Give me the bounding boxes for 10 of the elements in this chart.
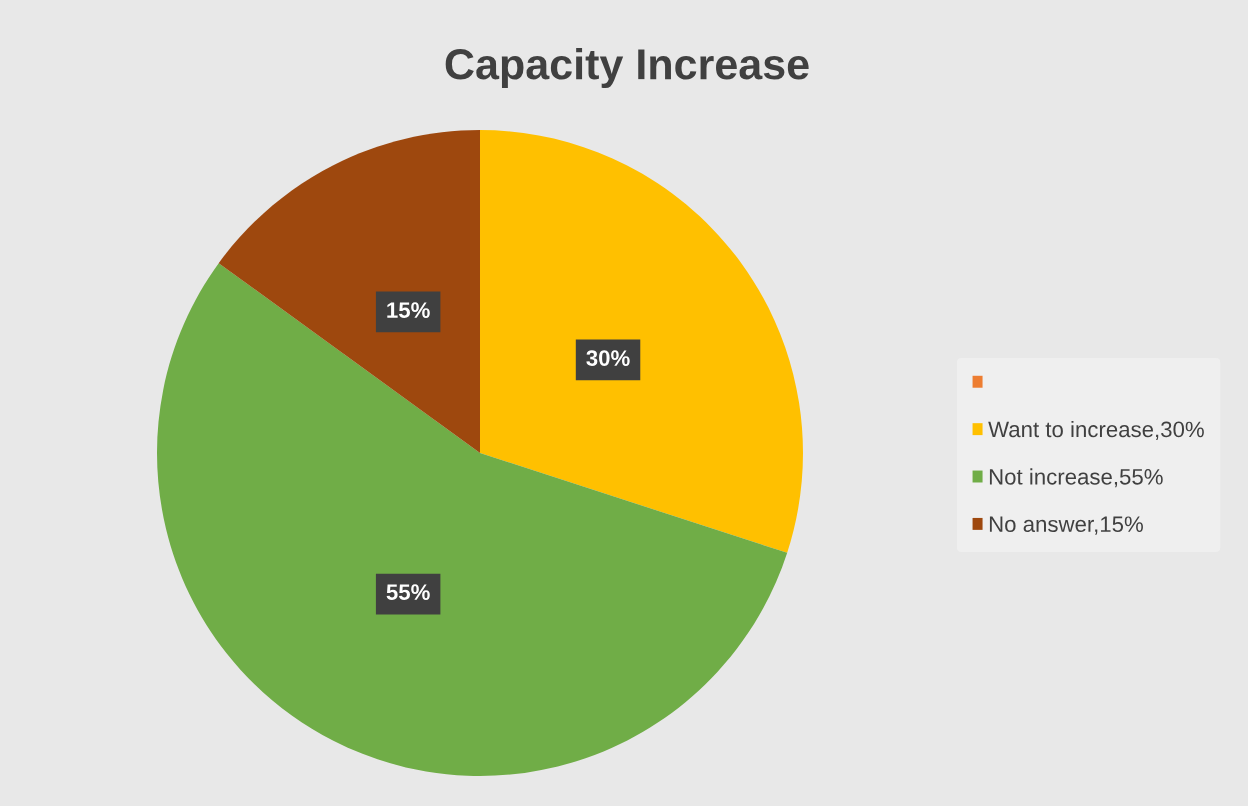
data-label: 15% xyxy=(387,302,430,318)
legend-label: Want to increase,30% xyxy=(988,420,1204,440)
chart-title: Capacity Increase xyxy=(445,47,809,89)
legend-label: Not increase,55% xyxy=(989,468,1163,488)
data-label: 55% xyxy=(386,584,430,600)
pie-slice xyxy=(480,130,803,553)
pie-slice xyxy=(157,263,788,776)
data-label: 30% xyxy=(586,350,630,366)
pie-slice xyxy=(218,130,480,453)
legend-label: No answer,15% xyxy=(989,516,1143,535)
